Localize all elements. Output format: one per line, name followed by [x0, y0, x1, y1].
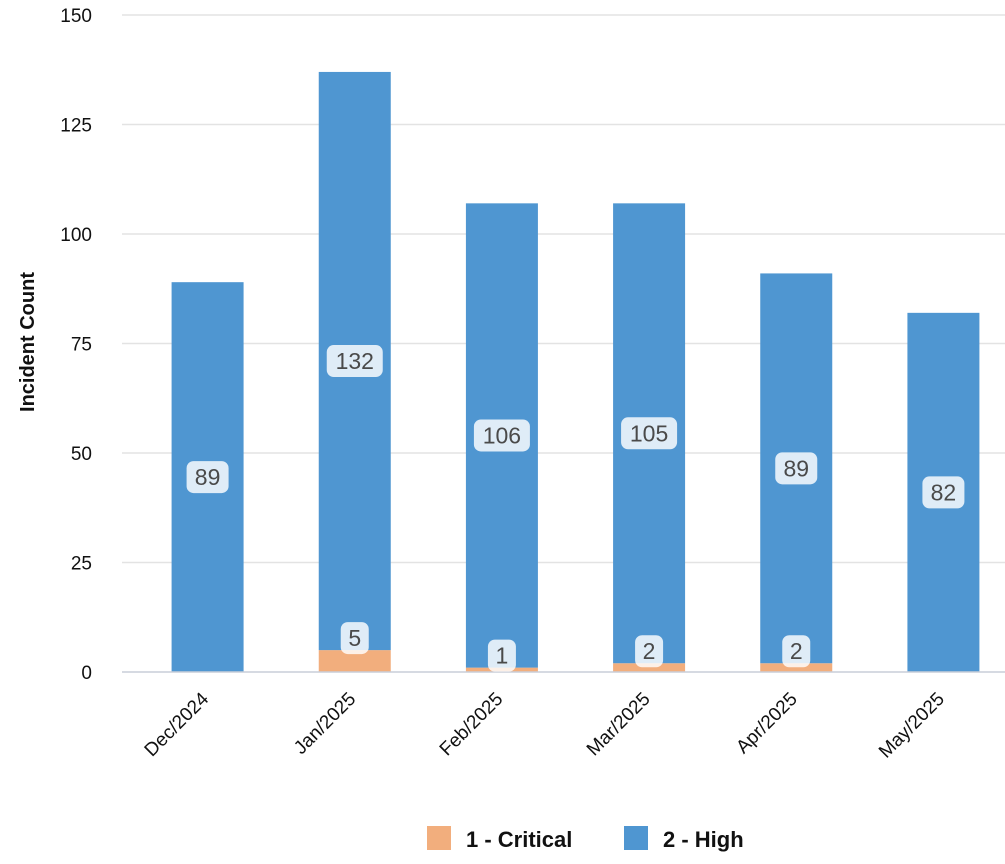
legend-label: 2 - High: [663, 827, 744, 852]
y-tick-label: 50: [71, 444, 92, 465]
y-tick-label: 25: [71, 554, 92, 575]
y-tick-label: 100: [60, 225, 92, 246]
data-label-box: [635, 635, 664, 668]
data-label-box: [782, 635, 811, 668]
data-label-value: 2: [790, 638, 803, 664]
data-label-value: 1: [496, 643, 509, 669]
data-label-value: 89: [195, 464, 221, 490]
y-tick-label: 0: [81, 663, 92, 684]
data-label: 1: [487, 639, 516, 672]
data-label: 132: [326, 345, 383, 378]
data-label-value: 2: [643, 638, 656, 664]
data-label-box: [186, 461, 229, 494]
x-tick-label: Feb/2025: [436, 689, 508, 761]
legend: 1 - Critical 2 - High: [427, 826, 744, 852]
y-axis-title: Incident Count: [17, 272, 39, 412]
data-labels: 89 5 132 1 106 2 105 2 89 82: [186, 345, 965, 672]
x-tick-label: Dec/2024: [141, 688, 214, 761]
gridlines: [122, 14, 1005, 564]
data-label-value: 82: [931, 479, 957, 505]
data-label-box: [775, 452, 818, 485]
y-tick-label: 125: [60, 116, 92, 137]
data-label: 82: [922, 476, 965, 509]
data-label-value: 89: [783, 455, 809, 481]
x-tick-label: Jan/2025: [290, 689, 360, 759]
bar-critical: [318, 650, 391, 672]
data-label-box: [326, 345, 383, 378]
data-label: 89: [775, 452, 818, 485]
legend-swatch: [624, 826, 648, 850]
legend-label: 1 - Critical: [466, 827, 572, 852]
data-label: 89: [186, 461, 229, 494]
data-label: 106: [473, 419, 530, 452]
data-label-box: [922, 476, 965, 509]
x-tick-label: Mar/2025: [583, 689, 655, 761]
y-tick-label: 75: [71, 335, 92, 356]
legend-swatch: [427, 826, 451, 850]
x-axis-tick-labels: Dec/2024 Jan/2025 Feb/2025 Mar/2025 Apr/2025…: [141, 688, 949, 762]
y-tick-label: 150: [60, 6, 92, 27]
bar-critical: [613, 663, 686, 672]
data-label-value: 132: [336, 348, 374, 374]
data-label-box: [621, 417, 678, 450]
bars: [171, 71, 980, 672]
x-tick-label: Apr/2025: [732, 689, 801, 758]
data-label-value: 105: [630, 420, 668, 446]
data-label-box: [487, 639, 516, 672]
data-label: 2: [635, 635, 664, 668]
data-label-value: 5: [348, 625, 361, 651]
bar-critical: [760, 663, 833, 672]
data-label: 105: [621, 417, 678, 450]
data-label-box: [473, 419, 530, 452]
data-label: 2: [782, 635, 811, 668]
data-label: 5: [340, 622, 369, 655]
x-tick-label: May/2025: [875, 689, 949, 763]
data-label-value: 106: [483, 422, 521, 448]
data-label-box: [340, 622, 369, 655]
legend-item-high[interactable]: 2 - High: [624, 826, 744, 852]
y-axis-tick-labels: 0 25 50 75 100 125 150: [60, 6, 92, 684]
legend-item-critical[interactable]: 1 - Critical: [427, 826, 572, 852]
